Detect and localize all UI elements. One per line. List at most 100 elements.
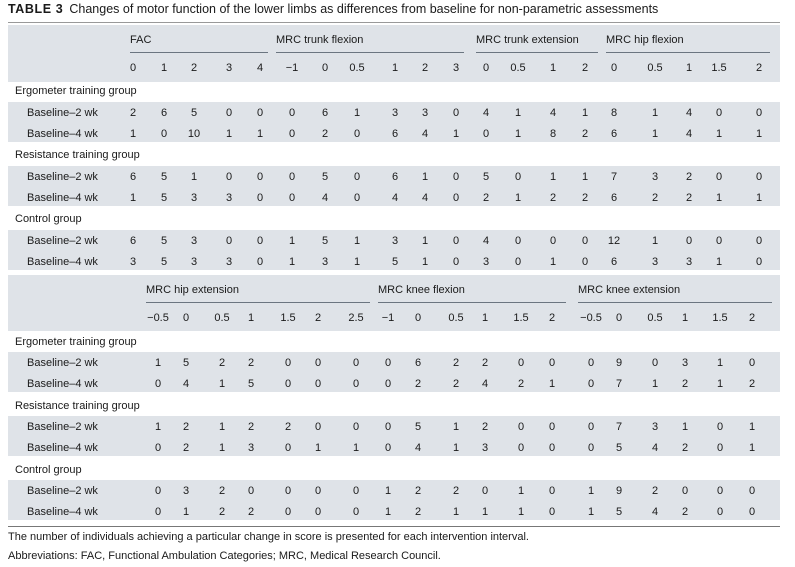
data-cell: 0 [288,192,296,204]
data-cell: 0 [517,421,525,433]
data-cell: 0 [481,485,489,497]
data-cell: 1 [514,192,522,204]
data-cell: 2 [685,192,693,204]
data-cell: 0 [256,107,264,119]
row-label: Baseline–4 wk [27,442,98,454]
data-cell: 4 [685,107,693,119]
data-cell: 3 [182,485,190,497]
data-cell: 7 [615,421,623,433]
data-cell: 6 [129,171,137,183]
data-cell: 0 [353,128,361,140]
data-cell: 0 [517,442,525,454]
data-cell: 1 [748,442,756,454]
data-cell: 1 [587,485,595,497]
data-cell: 1 [651,378,659,390]
column-group-rule [578,302,772,303]
data-cell: 0 [288,107,296,119]
data-cell: 4 [482,107,490,119]
column-header: 2 [581,62,589,74]
column-header: 0.5 [647,62,663,74]
data-cell: 1 [755,128,763,140]
data-cell: 0 [384,378,392,390]
data-cell: 1 [681,421,689,433]
data-cell: 0 [352,357,360,369]
data-cell: 1 [421,171,429,183]
data-cell: 0 [548,442,556,454]
column-header: 0 [610,62,618,74]
data-cell: 0 [581,235,589,247]
panel-2-header-band [8,275,780,331]
data-cell: 2 [182,442,190,454]
data-cell: 0 [256,171,264,183]
data-cell: 0 [587,357,595,369]
data-cell: 0 [352,378,360,390]
data-cell: 1 [154,421,162,433]
data-cell: 6 [160,107,168,119]
data-cell: 5 [615,442,623,454]
data-cell: 6 [414,357,422,369]
data-cell: 5 [321,235,329,247]
column-header: 1 [481,312,489,324]
column-header: 0 [482,62,490,74]
row-shade [8,480,780,500]
data-cell: 2 [247,421,255,433]
data-cell: 5 [160,235,168,247]
data-cell: 4 [482,235,490,247]
data-cell: 1 [517,485,525,497]
row-shade [8,230,780,250]
data-cell: 2 [321,128,329,140]
data-cell: 1 [353,107,361,119]
column-header: 2 [190,62,198,74]
column-header: 0 [129,62,137,74]
row-shade [8,102,780,122]
data-cell: 0 [715,171,723,183]
data-cell: 2 [182,421,190,433]
data-cell: 2 [651,192,659,204]
section-label: Ergometer training group [15,85,137,97]
column-group-rule [146,302,370,303]
column-header: 0 [321,62,329,74]
data-cell: 1 [514,128,522,140]
column-group-header: FAC [130,34,152,46]
data-cell: 1 [581,107,589,119]
data-cell: 1 [353,256,361,268]
data-cell: 1 [748,421,756,433]
data-cell: 4 [481,378,489,390]
data-cell: 0 [384,357,392,369]
data-cell: 0 [685,235,693,247]
data-cell: 0 [755,171,763,183]
table-caption: TABLE 3 Changes of motor function of the … [8,2,658,16]
data-cell: 1 [352,442,360,454]
data-cell: 0 [154,378,162,390]
data-cell: 0 [587,378,595,390]
column-header: 1.5 [712,312,728,324]
data-cell: 0 [314,485,322,497]
data-cell: 0 [548,357,556,369]
data-cell: 6 [391,171,399,183]
data-cell: 0 [755,107,763,119]
row-label: Baseline–2 wk [27,235,98,247]
data-cell: 0 [514,235,522,247]
column-group-header: MRC trunk extension [476,34,579,46]
data-cell: 3 [190,235,198,247]
data-cell: 0 [548,485,556,497]
data-cell: 1 [421,235,429,247]
data-cell: 4 [321,192,329,204]
column-header: 1.5 [513,312,529,324]
data-cell: 0 [256,192,264,204]
data-cell: 3 [391,107,399,119]
data-cell: 0 [247,485,255,497]
data-cell: 3 [247,442,255,454]
column-header: −0.5 [580,312,602,324]
data-cell: 0 [452,235,460,247]
data-cell: 6 [610,256,618,268]
column-header: 0.5 [349,62,365,74]
column-header: 1 [681,312,689,324]
data-cell: 0 [284,485,292,497]
data-cell: 0 [452,192,460,204]
data-cell: 0 [284,357,292,369]
column-header: 2 [755,62,763,74]
data-cell: 2 [452,485,460,497]
footnote-abbreviations: Abbreviations: FAC, Functional Ambulatio… [8,550,441,562]
data-cell: 0 [154,442,162,454]
